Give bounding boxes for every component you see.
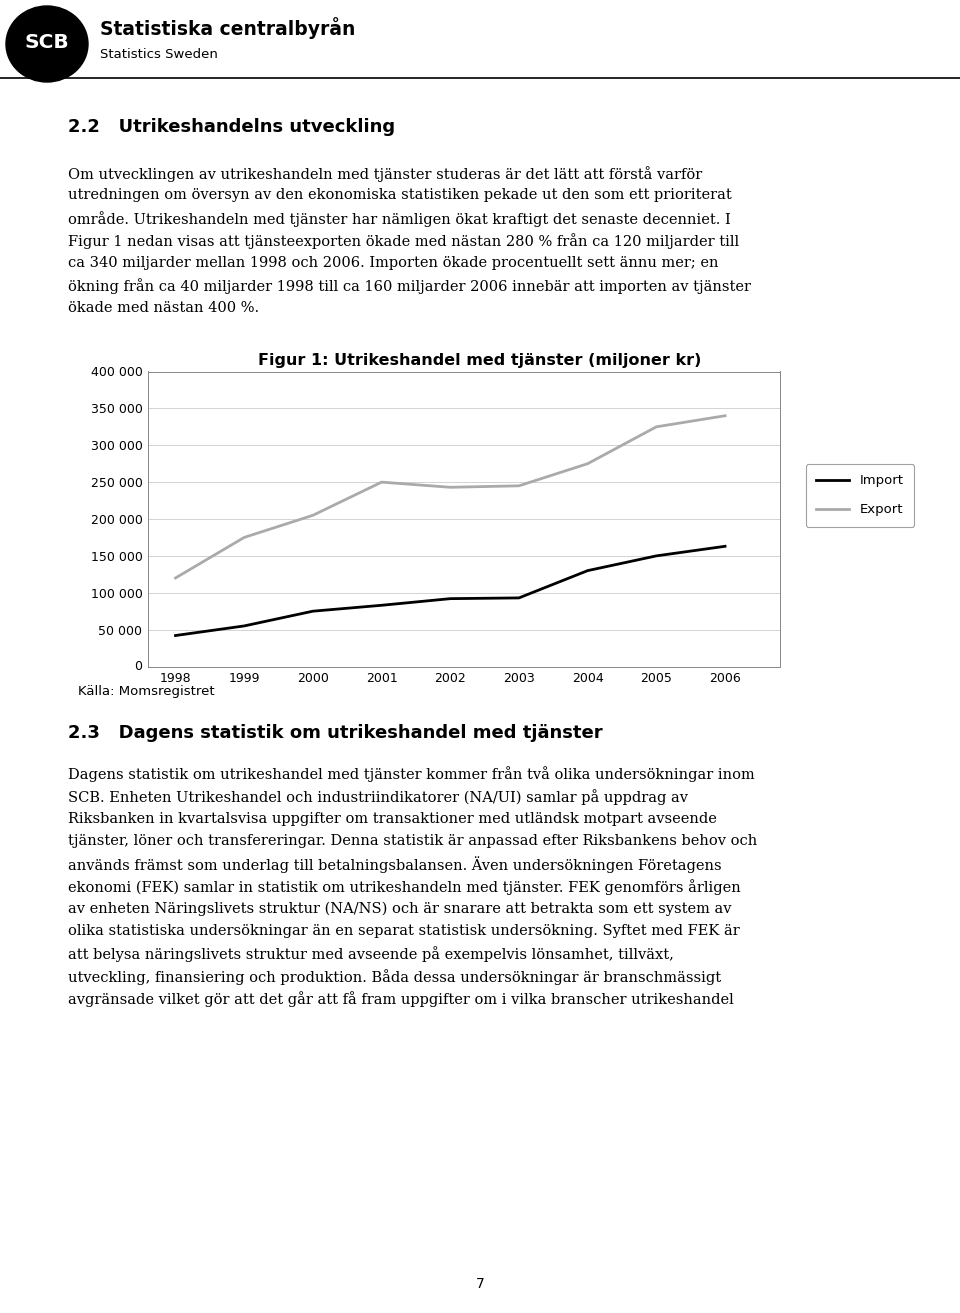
Text: SCB. Enheten Utrikeshandel och industriindikatorer (NA/UI) samlar på uppdrag av: SCB. Enheten Utrikeshandel och industrii… (68, 789, 688, 805)
Text: SCB: SCB (25, 33, 69, 51)
Ellipse shape (6, 7, 88, 81)
Legend: Import, Export: Import, Export (805, 463, 914, 527)
Text: att belysa näringslivets struktur med avseende på exempelvis lönsamhet, tillväxt: att belysa näringslivets struktur med av… (68, 947, 674, 962)
Text: 7: 7 (475, 1278, 485, 1291)
Text: ökade med nästan 400 %.: ökade med nästan 400 %. (68, 301, 259, 315)
Text: Om utvecklingen av utrikeshandeln med tjänster studeras är det lätt att förstå v: Om utvecklingen av utrikeshandeln med tj… (68, 165, 703, 183)
Text: Källa: Momsregistret: Källa: Momsregistret (78, 684, 215, 697)
Text: ca 340 miljarder mellan 1998 och 2006. Importen ökade procentuellt sett ännu mer: ca 340 miljarder mellan 1998 och 2006. I… (68, 256, 718, 270)
Text: avgränsade vilket gör att det går att få fram uppgifter om i vilka branscher utr: avgränsade vilket gör att det går att få… (68, 991, 733, 1007)
Text: Statistics Sweden: Statistics Sweden (100, 49, 218, 62)
Text: används främst som underlag till betalningsbalansen. Även undersökningen Företag: används främst som underlag till betalni… (68, 856, 722, 873)
Text: Statistiska centralbyrån: Statistiska centralbyrån (100, 17, 355, 39)
Text: utveckling, finansiering och produktion. Båda dessa undersökningar är branschmäs: utveckling, finansiering och produktion.… (68, 969, 721, 985)
Text: 0: 0 (133, 660, 142, 674)
Text: Figur 1 nedan visas att tjänsteexporten ökade med nästan 280 % från ca 120 milja: Figur 1 nedan visas att tjänsteexporten … (68, 234, 739, 249)
Text: olika statistiska undersökningar än en separat statistisk undersökning. Syftet m: olika statistiska undersökningar än en s… (68, 924, 740, 937)
Text: 2.3   Dagens statistik om utrikeshandel med tjänster: 2.3 Dagens statistik om utrikeshandel me… (68, 725, 603, 742)
Text: utredningen om översyn av den ekonomiska statistiken pekade ut den som ett prior: utredningen om översyn av den ekonomiska… (68, 189, 732, 202)
Text: Figur 1: Utrikeshandel med tjänster (miljoner kr): Figur 1: Utrikeshandel med tjänster (mil… (258, 353, 702, 369)
Text: område. Utrikeshandeln med tjänster har nämligen ökat kraftigt det senaste decen: område. Utrikeshandeln med tjänster har … (68, 211, 731, 227)
Text: Riksbanken in kvartalsvisa uppgifter om transaktioner med utländsk motpart avsee: Riksbanken in kvartalsvisa uppgifter om … (68, 811, 717, 826)
Text: av enheten Näringslivets struktur (NA/NS) och är snarare att betrakta som ett sy: av enheten Näringslivets struktur (NA/NS… (68, 902, 732, 916)
Text: Dagens statistik om utrikeshandel med tjänster kommer från två olika undersöknin: Dagens statistik om utrikeshandel med tj… (68, 767, 755, 783)
Text: ökning från ca 40 miljarder 1998 till ca 160 miljarder 2006 innebär att importen: ökning från ca 40 miljarder 1998 till ca… (68, 278, 751, 294)
Text: tjänster, löner och transfereringar. Denna statistik är anpassad efter Riksbanke: tjänster, löner och transfereringar. Den… (68, 834, 757, 848)
Text: ekonomi (FEK) samlar in statistik om utrikeshandeln med tjänster. FEK genomförs : ekonomi (FEK) samlar in statistik om utr… (68, 878, 741, 895)
Text: 2.2   Utrikeshandelns utveckling: 2.2 Utrikeshandelns utveckling (68, 118, 396, 137)
